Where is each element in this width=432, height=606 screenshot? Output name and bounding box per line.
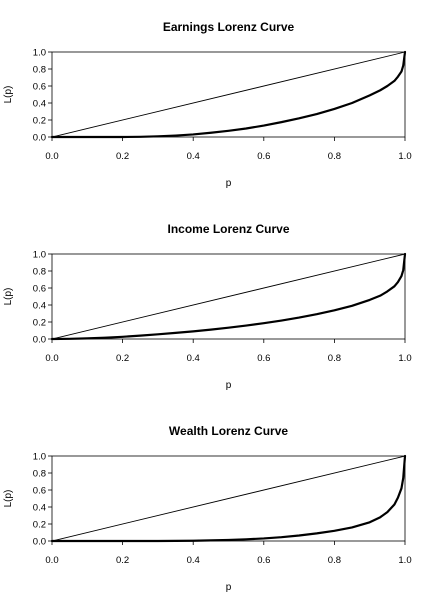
- x-axis-label: p: [226, 178, 232, 189]
- x-tick-label: 0.2: [116, 151, 129, 162]
- y-tick-label: 1.0: [33, 451, 46, 462]
- y-tick-label: 0.2: [33, 519, 46, 530]
- x-tick-label: 0.2: [116, 555, 129, 566]
- y-tick-label: 0.0: [33, 334, 46, 345]
- x-tick-label: 1.0: [398, 151, 411, 162]
- panel-title: Income Lorenz Curve: [167, 222, 289, 236]
- x-tick-label: 0.0: [45, 151, 58, 162]
- x-tick-label: 0.6: [257, 555, 270, 566]
- y-tick-label: 0.2: [33, 317, 46, 328]
- y-axis-label: L(p): [3, 86, 14, 104]
- x-tick-label: 0.4: [187, 151, 200, 162]
- x-tick-label: 0.6: [257, 151, 270, 162]
- x-tick-label: 0.8: [328, 353, 341, 364]
- x-axis-label: p: [226, 582, 232, 593]
- x-tick-label: 0.8: [328, 555, 341, 566]
- x-tick-label: 0.4: [187, 555, 200, 566]
- y-tick-label: 0.8: [33, 266, 46, 277]
- y-tick-label: 0.6: [33, 485, 46, 496]
- x-tick-label: 0.6: [257, 353, 270, 364]
- y-tick-label: 0.2: [33, 115, 46, 126]
- y-tick-label: 0.8: [33, 64, 46, 75]
- x-tick-label: 1.0: [398, 555, 411, 566]
- x-tick-label: 0.0: [45, 555, 58, 566]
- y-tick-label: 0.0: [33, 536, 46, 547]
- y-tick-label: 0.0: [33, 132, 46, 143]
- y-tick-label: 0.4: [33, 300, 46, 311]
- y-tick-label: 1.0: [33, 249, 46, 260]
- x-tick-label: 0.0: [45, 353, 58, 364]
- panel-title: Earnings Lorenz Curve: [163, 20, 295, 34]
- y-axis-label: L(p): [3, 288, 14, 306]
- x-tick-label: 0.2: [116, 353, 129, 364]
- y-axis-label: L(p): [3, 490, 14, 508]
- x-axis-label: p: [226, 380, 232, 391]
- panel-title: Wealth Lorenz Curve: [169, 424, 288, 438]
- y-tick-label: 0.8: [33, 468, 46, 479]
- x-tick-label: 1.0: [398, 353, 411, 364]
- y-tick-label: 0.4: [33, 502, 46, 513]
- x-tick-label: 0.4: [187, 353, 200, 364]
- y-tick-label: 0.6: [33, 81, 46, 92]
- y-tick-label: 1.0: [33, 47, 46, 58]
- y-tick-label: 0.6: [33, 283, 46, 294]
- x-tick-label: 0.8: [328, 151, 341, 162]
- y-tick-label: 0.4: [33, 98, 46, 109]
